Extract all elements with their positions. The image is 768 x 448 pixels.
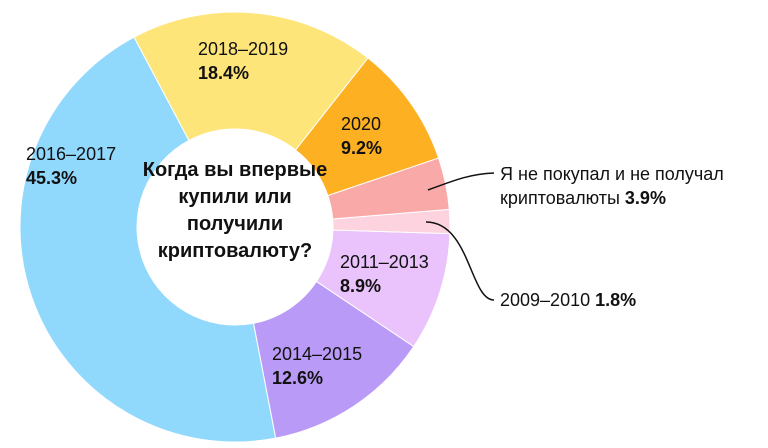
category-label: Я не покупал и не получал криптовалюты [500,164,724,208]
value-label: 12.6% [272,368,324,388]
donut-segment [294,57,440,197]
donut-segment [19,36,277,443]
category-label: 2009–2010 [500,290,591,310]
chart-title: Когда вы впервые купили или получили кри… [142,159,328,262]
segment-label: 2011–2013 8.9% [340,250,429,298]
donut-segment [252,280,415,439]
donut-segment [327,157,450,220]
value-label: 1.8% [595,290,637,310]
donut-segment [315,229,451,348]
leader-line [425,221,495,301]
category-label: 2011–2013 [340,252,429,272]
segment-label: 2016–2017 45.3% [26,142,116,190]
leader-line [427,172,495,191]
segment-label: 2009–2010 1.8% [500,288,768,312]
category-label: 2016–2017 [26,144,117,164]
segment-label: 2018–2019 18.4% [198,37,288,85]
segment-label: Я не покупал и не получал криптовалюты 3… [500,162,765,210]
value-label: 8.9% [340,276,382,296]
value-label: 9.2% [341,138,383,158]
segment-label: 2020 9.2% [341,112,382,160]
donut-segment [133,11,369,151]
segment-label: 2014–2015 12.6% [272,342,362,390]
category-label: 2014–2015 [272,344,363,364]
category-label: 2018–2019 [198,39,289,59]
value-label: 18.4% [198,63,250,83]
category-label: 2020 [341,114,382,134]
value-label: 3.9% [624,188,666,208]
donut-segment [332,208,451,235]
value-label: 45.3% [26,168,78,188]
